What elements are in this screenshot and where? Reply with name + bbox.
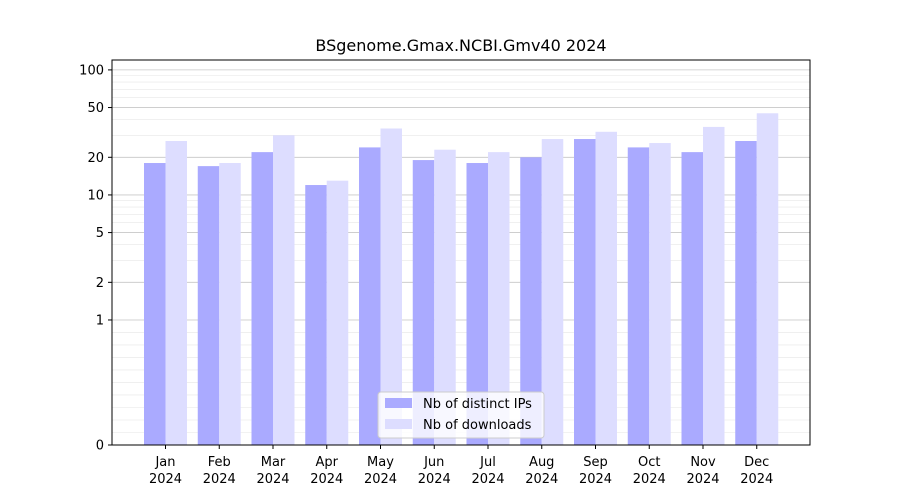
x-tick-label: Feb 2024 [203,455,236,487]
bar-downloads [541,139,564,445]
y-tick-label: 10 [87,188,104,203]
bar-distinct-ips [735,140,757,445]
bar-downloads [649,143,671,445]
bar-distinct-ips [412,160,435,445]
x-tick-label: Sep 2024 [579,455,612,487]
x-tick-label: Oct 2024 [633,455,666,487]
plot-frame [111,59,811,446]
bar-distinct-ips [359,147,381,446]
bar-downloads [595,131,617,445]
chart-title: BSgenome.Gmax.NCBI.Gmv40 2024 [315,36,606,55]
bar-distinct-ips [197,166,220,445]
bar-distinct-ips [144,163,166,445]
bar-distinct-ips [520,157,542,445]
legend-swatch-distinct-ips [385,398,412,408]
x-tick-label: Apr 2024 [310,455,343,487]
legend-swatch-downloads [385,419,412,429]
bar-downloads [273,135,295,445]
legend: Nb of distinct IPs Nb of downloads [377,391,545,439]
bar-downloads [434,149,456,446]
bar-distinct-ips [681,152,703,445]
bar-downloads [326,180,349,445]
legend-label-downloads: Nb of downloads [423,418,532,433]
x-tick-label: Aug 2024 [525,455,558,487]
x-tick-label: Mar 2024 [256,455,289,487]
y-tick-label: 5 [96,226,104,241]
x-tick-label: May 2024 [364,455,397,487]
bar-distinct-ips [574,139,596,445]
bar-distinct-ips [251,152,273,445]
bar-downloads [703,126,725,446]
bar-downloads [380,128,402,445]
x-axis: Jan 2024 Feb 2024 Mar 2024 Apr 2024 May 2024 Jun 20… [149,445,773,487]
bar-downloads [756,113,779,445]
y-tick-label: 50 [87,101,104,116]
y-tick-label: 1 [96,313,104,328]
bar-downloads [219,163,241,445]
y-tick-label: 100 [79,63,104,78]
x-tick-label: Jul 2024 [471,455,504,487]
legend-box [377,391,545,439]
x-tick-label: Jan 2024 [149,455,182,487]
y-tick-label: 2 [96,276,104,291]
bar-downloads [165,140,187,445]
y-axis: 0 1 2 5 10 20 50 100 [79,63,112,454]
y-tick-label: 0 [96,439,104,454]
x-tick-label: Dec 2024 [740,455,773,487]
legend-label-distinct-ips: Nb of distinct IPs [423,397,532,412]
y-tick-label: 20 [87,151,104,166]
bar-distinct-ips [627,147,650,446]
x-tick-label: Jun 2024 [418,455,451,487]
bar-downloads [488,152,510,445]
x-tick-label: Nov 2024 [686,455,719,487]
bar-distinct-ips [305,185,327,445]
bars [144,113,779,446]
bar-distinct-ips [466,163,488,445]
